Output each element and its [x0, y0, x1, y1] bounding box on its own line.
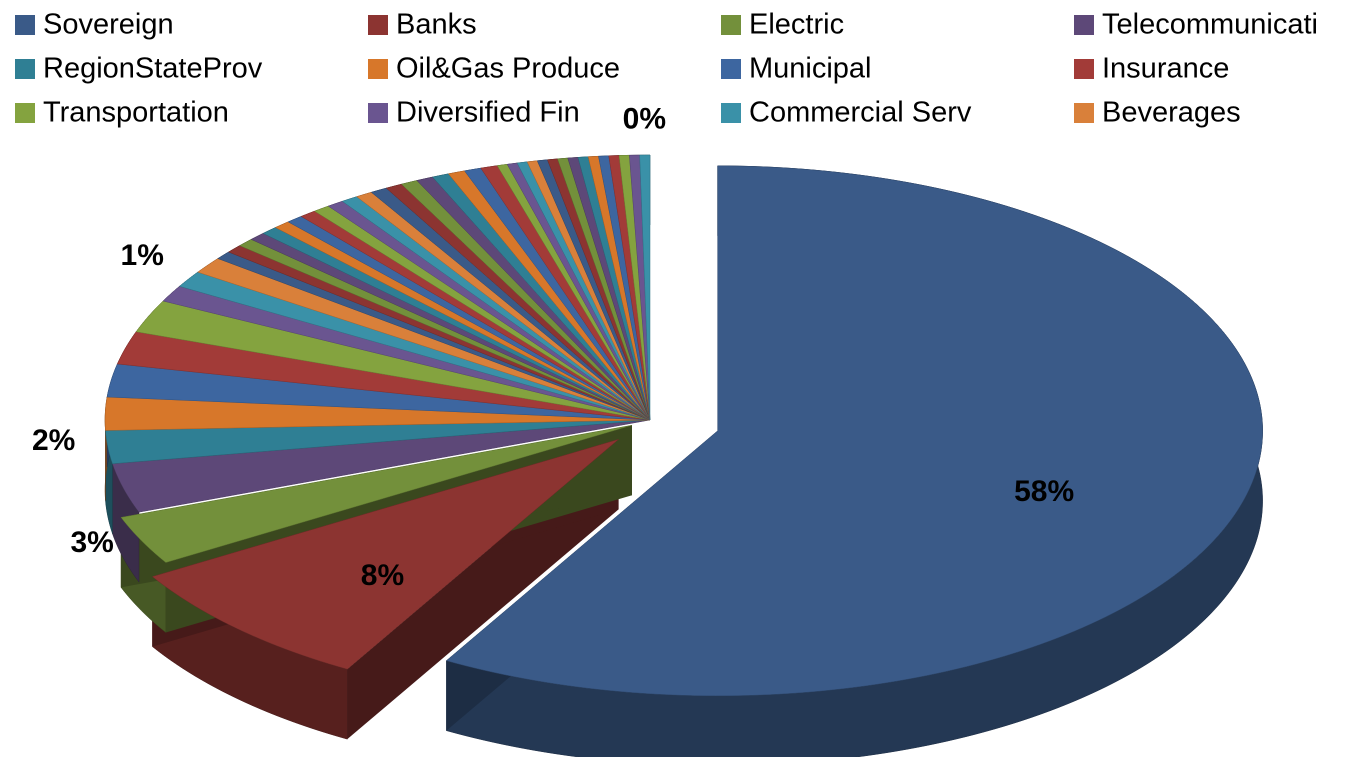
legend-label: Oil&Gas Produce [396, 53, 620, 85]
legend-label: Sovereign [43, 9, 174, 41]
legend-label: Municipal [749, 53, 872, 85]
slice [106, 363, 651, 421]
legend-swatch [15, 15, 35, 35]
legend-label: Telecommunicati [1102, 9, 1318, 41]
data-label: 8% [361, 559, 404, 592]
slice [112, 419, 651, 513]
legend-swatch [721, 59, 741, 79]
data-label: 1% [121, 239, 164, 272]
slice [120, 424, 633, 563]
slice [445, 165, 1263, 697]
slice-tops [104, 154, 1263, 697]
data-labels: 58% 8% 3% 2% 1% 0% [32, 102, 1074, 591]
slice-cut [121, 425, 632, 588]
data-label: 58% [1014, 475, 1074, 508]
legend-label: Diversified Fin [396, 97, 580, 129]
legend-swatch [1074, 103, 1094, 123]
legend-swatch [368, 15, 388, 35]
legend-swatch [368, 59, 388, 79]
slice [135, 300, 651, 421]
legend-swatch [15, 103, 35, 123]
legend-label: Beverages [1102, 97, 1241, 129]
legend-label: Commercial Serv [749, 97, 972, 129]
slice [639, 154, 651, 421]
data-label: 0% [623, 102, 666, 135]
legend-swatch [15, 59, 35, 79]
legend-swatch [721, 15, 741, 35]
slice [116, 331, 651, 421]
legend-label: Banks [396, 9, 477, 41]
legend-swatch [721, 103, 741, 123]
slice [104, 396, 651, 431]
legend-label: Transportation [43, 97, 229, 129]
legend: Sovereign Banks Electric Telecommunicati Reg… [15, 9, 1318, 129]
data-label: 3% [70, 526, 113, 559]
legend-label: Insurance [1102, 53, 1229, 85]
legend-label: RegionStateProv [43, 53, 263, 85]
slice [105, 419, 651, 464]
legend-swatch [1074, 15, 1094, 35]
legend-swatch [368, 103, 388, 123]
slice [151, 439, 619, 670]
legend-swatch [1074, 59, 1094, 79]
legend-label: Electric [749, 9, 844, 41]
data-label: 2% [32, 424, 75, 457]
